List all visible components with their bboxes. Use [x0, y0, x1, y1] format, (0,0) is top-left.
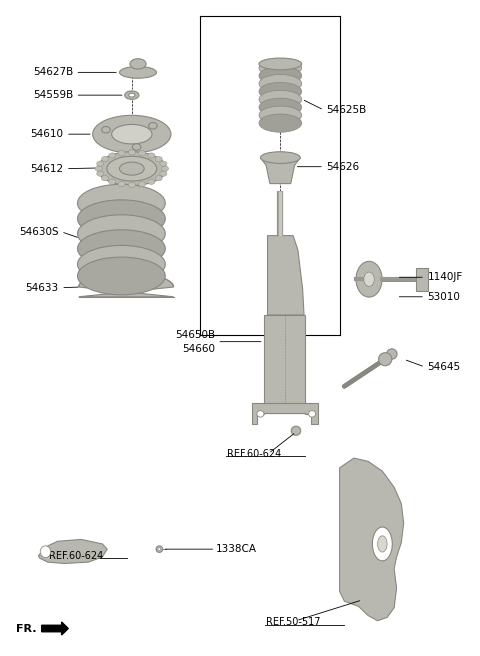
Ellipse shape — [309, 411, 316, 417]
Ellipse shape — [149, 123, 157, 129]
Ellipse shape — [130, 59, 146, 69]
Text: 54626: 54626 — [326, 161, 360, 172]
Ellipse shape — [261, 152, 300, 163]
Text: 54650B: 54650B — [175, 329, 216, 340]
Ellipse shape — [161, 166, 168, 171]
Ellipse shape — [109, 179, 116, 184]
Ellipse shape — [120, 162, 144, 175]
Ellipse shape — [97, 152, 166, 186]
Ellipse shape — [77, 257, 165, 295]
Text: 54645: 54645 — [427, 362, 460, 372]
Ellipse shape — [77, 184, 165, 222]
Text: 54660: 54660 — [182, 344, 216, 354]
Ellipse shape — [77, 215, 165, 253]
Polygon shape — [264, 315, 305, 413]
Ellipse shape — [101, 157, 108, 161]
FancyBboxPatch shape — [417, 268, 428, 291]
Polygon shape — [261, 157, 300, 184]
Ellipse shape — [379, 353, 392, 366]
Ellipse shape — [148, 179, 155, 184]
Ellipse shape — [155, 157, 162, 161]
Ellipse shape — [259, 106, 301, 125]
Ellipse shape — [96, 161, 104, 166]
Text: REF.60-624: REF.60-624 — [49, 550, 104, 561]
Text: 54633: 54633 — [25, 283, 59, 293]
Ellipse shape — [101, 176, 108, 181]
Polygon shape — [38, 539, 107, 564]
Ellipse shape — [378, 536, 387, 552]
Ellipse shape — [259, 59, 301, 77]
Ellipse shape — [128, 182, 135, 188]
Ellipse shape — [93, 115, 171, 153]
Polygon shape — [267, 236, 304, 315]
Text: REF.60-624: REF.60-624 — [227, 449, 281, 459]
Ellipse shape — [139, 182, 145, 187]
Ellipse shape — [257, 411, 264, 417]
Ellipse shape — [259, 75, 301, 92]
Ellipse shape — [77, 200, 165, 237]
Ellipse shape — [77, 230, 165, 268]
Ellipse shape — [109, 153, 116, 158]
Text: FR.: FR. — [16, 623, 36, 634]
Ellipse shape — [160, 171, 167, 176]
Text: 54610: 54610 — [31, 129, 63, 139]
Ellipse shape — [102, 127, 110, 133]
Ellipse shape — [128, 150, 135, 155]
Polygon shape — [252, 403, 318, 424]
Ellipse shape — [112, 125, 152, 144]
Ellipse shape — [120, 66, 156, 78]
Ellipse shape — [160, 161, 167, 166]
Ellipse shape — [125, 91, 139, 99]
Ellipse shape — [156, 546, 163, 552]
Ellipse shape — [96, 171, 104, 176]
Ellipse shape — [259, 83, 301, 100]
Text: 54625B: 54625B — [326, 105, 367, 115]
Ellipse shape — [259, 91, 301, 108]
Ellipse shape — [386, 349, 397, 359]
Ellipse shape — [107, 156, 157, 181]
Ellipse shape — [259, 58, 301, 70]
Text: 54627B: 54627B — [33, 68, 73, 77]
Ellipse shape — [148, 153, 155, 158]
Text: 54630S: 54630S — [19, 227, 59, 237]
Ellipse shape — [356, 261, 382, 297]
Text: REF.50-517: REF.50-517 — [266, 617, 321, 627]
Ellipse shape — [372, 527, 392, 561]
Ellipse shape — [118, 151, 125, 155]
Ellipse shape — [155, 176, 162, 181]
Text: 1338CA: 1338CA — [216, 544, 257, 554]
Ellipse shape — [132, 144, 141, 150]
Ellipse shape — [118, 182, 125, 187]
Ellipse shape — [259, 98, 301, 116]
Ellipse shape — [139, 151, 145, 155]
Ellipse shape — [364, 272, 374, 287]
Text: 1140JF: 1140JF — [427, 272, 463, 282]
Ellipse shape — [291, 426, 301, 436]
Ellipse shape — [158, 548, 161, 550]
Ellipse shape — [77, 245, 165, 283]
Ellipse shape — [259, 114, 301, 133]
Text: 54559B: 54559B — [33, 90, 73, 100]
Ellipse shape — [129, 93, 135, 97]
Ellipse shape — [259, 67, 301, 85]
Polygon shape — [79, 273, 174, 297]
Text: 53010: 53010 — [427, 292, 460, 302]
Text: 54612: 54612 — [30, 163, 63, 174]
FancyArrow shape — [42, 622, 68, 635]
Polygon shape — [340, 458, 404, 621]
Ellipse shape — [40, 546, 51, 558]
Ellipse shape — [95, 166, 102, 171]
